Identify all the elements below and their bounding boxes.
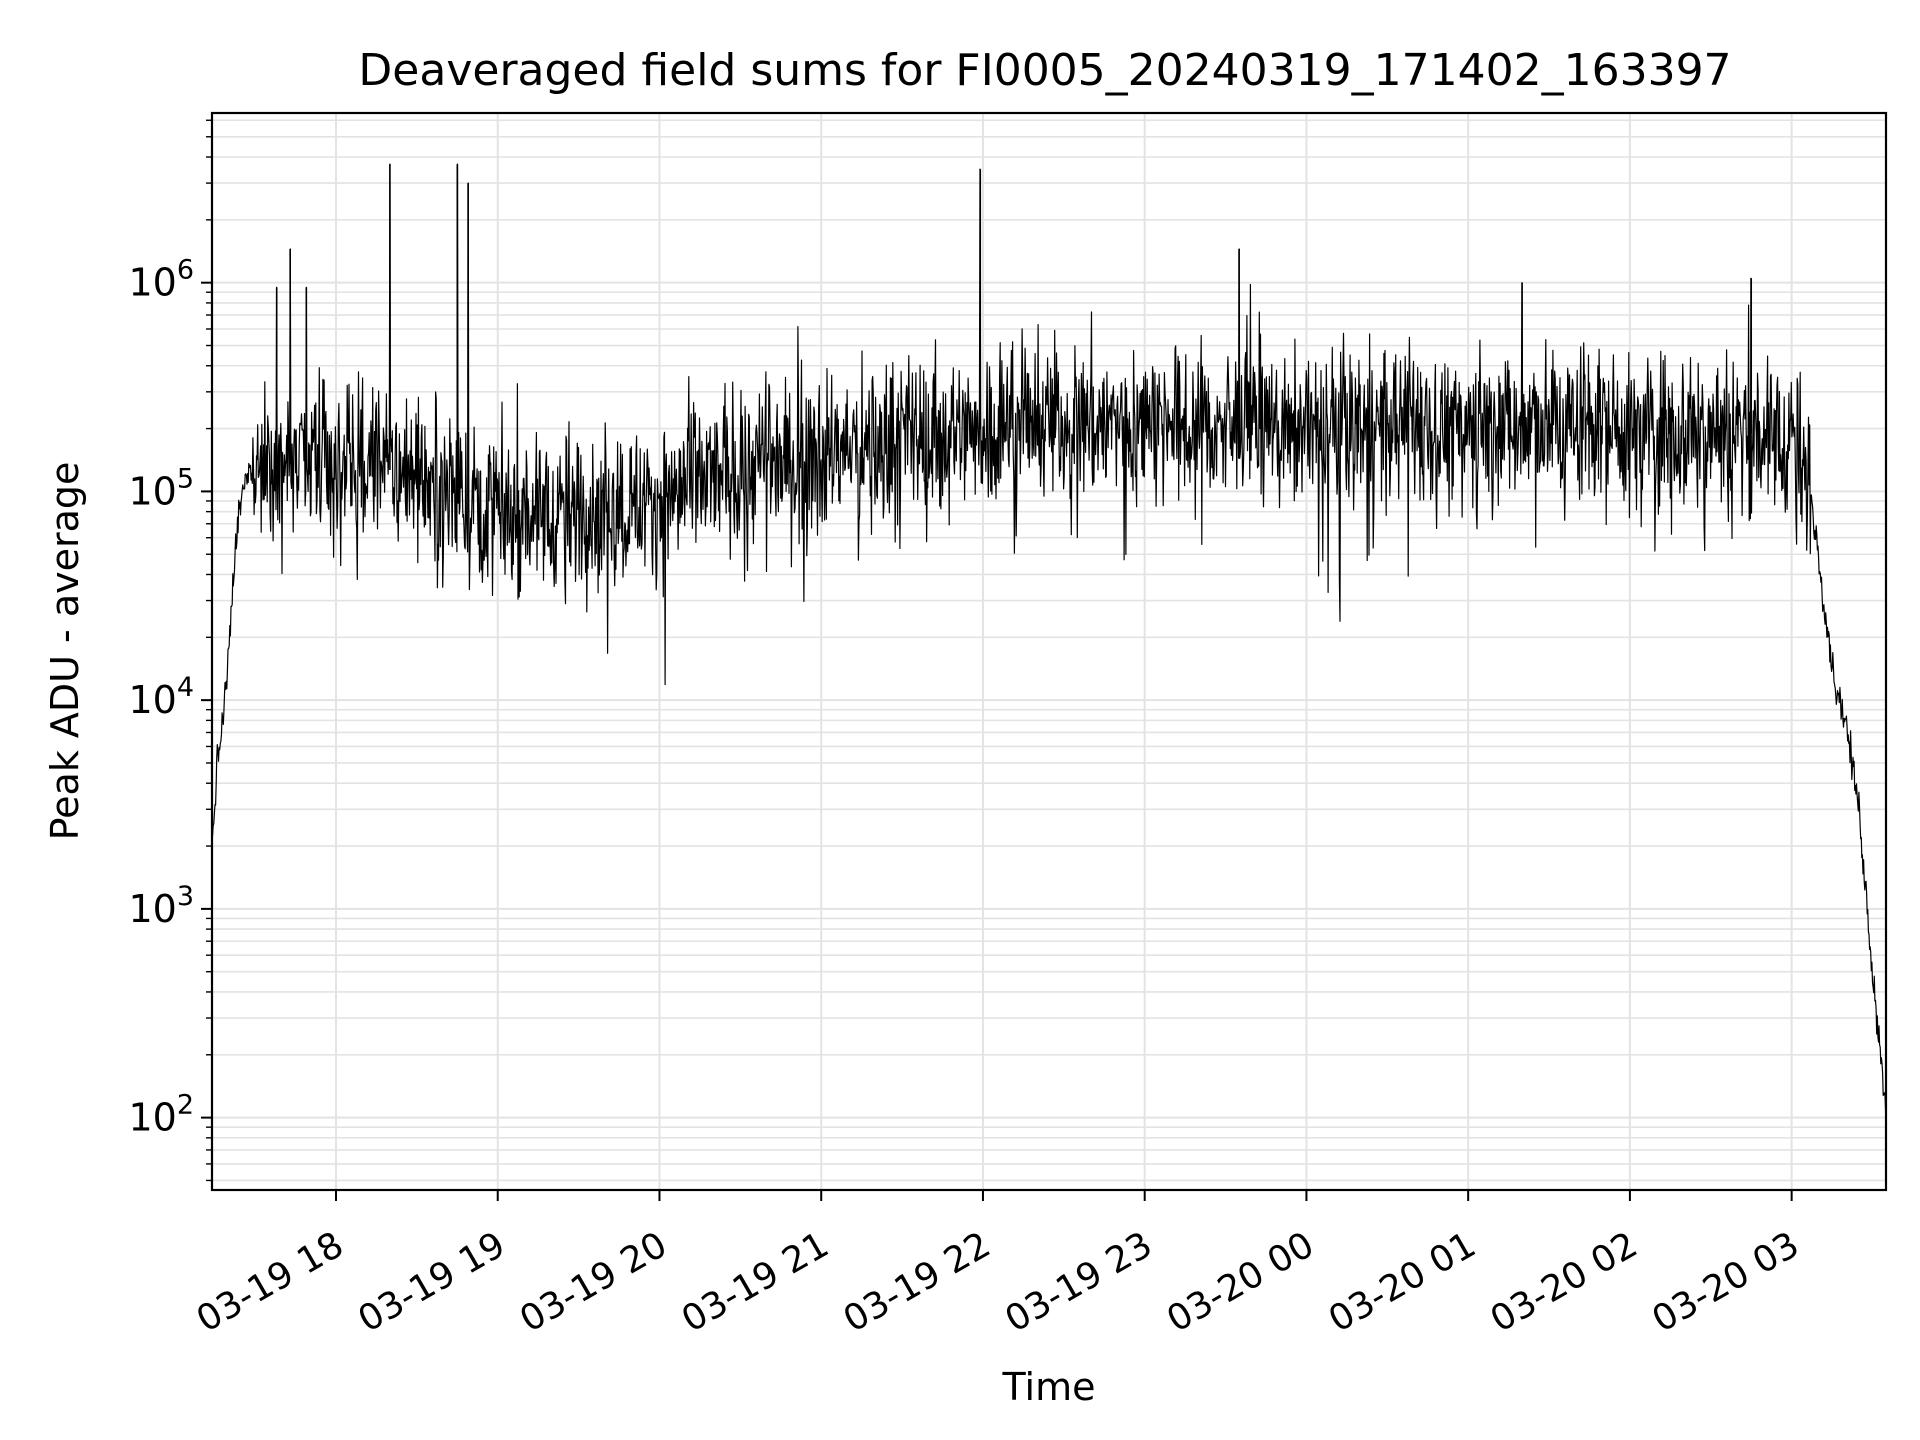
y-tick-label: 103: [128, 881, 194, 931]
chart-title: Deaveraged field sums for FI0005_2024031…: [358, 45, 1731, 96]
series-line: [211, 163, 1887, 1112]
y-tick-label: 104: [128, 672, 194, 722]
plot-frame: [210, 111, 1888, 1192]
series-group: [211, 163, 1887, 1112]
x-axis-label: Time: [1002, 1365, 1096, 1409]
y-axis-label: Peak ADU - average: [43, 462, 87, 841]
y-tick-label: 105: [128, 463, 194, 513]
y-tick-label: 102: [128, 1090, 194, 1140]
y-tick-label: 106: [128, 255, 194, 305]
